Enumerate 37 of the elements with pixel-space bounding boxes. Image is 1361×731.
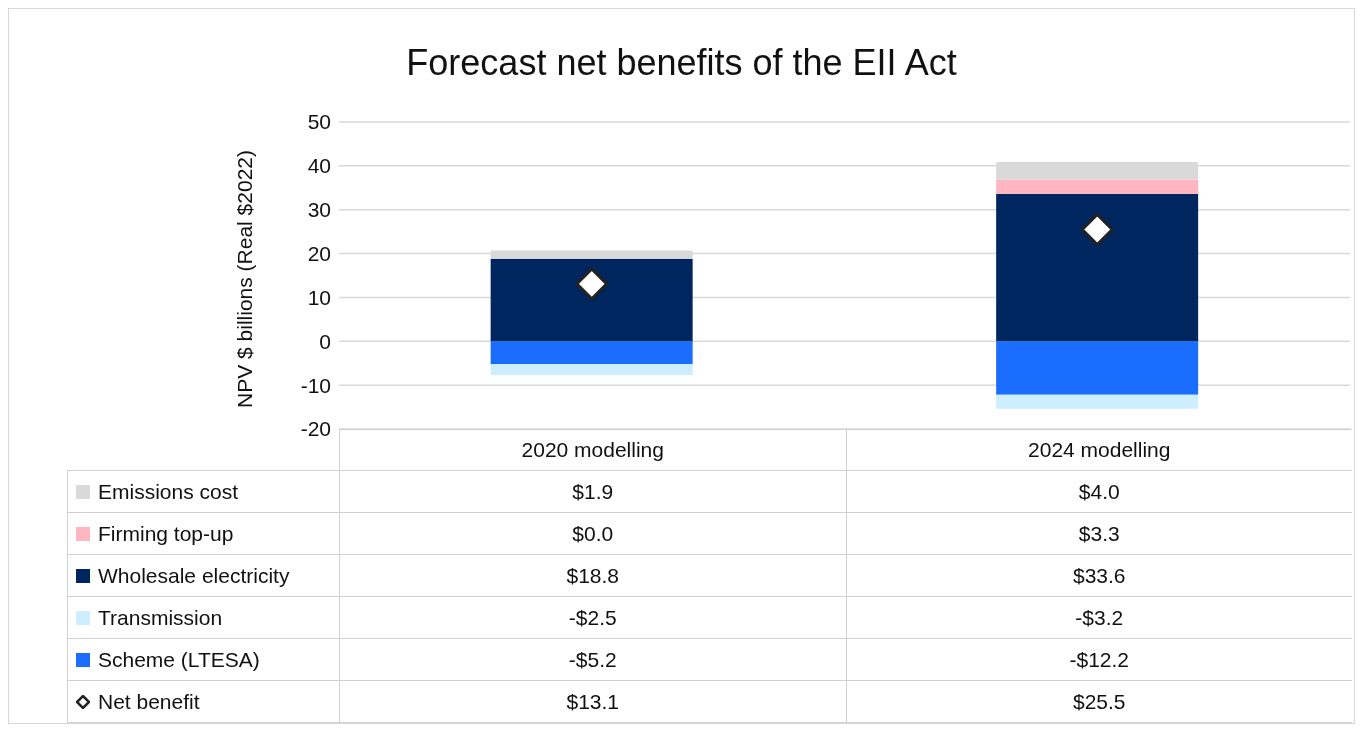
legend-label: Wholesale electricity (98, 563, 290, 588)
data-label: $0.0 (339, 513, 846, 555)
x-tick-label: 2024 modelling (845, 429, 1352, 471)
bar (490, 341, 693, 365)
y-tick-label: 10 (307, 285, 331, 309)
bar (996, 179, 1199, 194)
bar (490, 364, 693, 376)
y-tick-label: 50 (307, 110, 331, 134)
legend-label: Firming top-up (98, 521, 234, 546)
legend-label: Emissions cost (98, 479, 239, 504)
legend-label: Net benefit (98, 689, 200, 714)
legend-label: Scheme (LTESA) (98, 647, 260, 672)
y-tick-label: 40 (307, 154, 331, 178)
data-label: -$5.2 (339, 639, 846, 681)
x-tick-label: 2020 modelling (339, 429, 846, 471)
chart-title: Forecast net benefits of the EII Act (405, 42, 958, 84)
data-label: $13.1 (339, 681, 846, 723)
data-label: $18.8 (339, 555, 846, 597)
bar (996, 193, 1199, 342)
data-label: $25.5 (845, 681, 1352, 723)
bar (996, 394, 1199, 409)
data-label: -$3.2 (845, 597, 1352, 639)
y-tick-label: 20 (307, 242, 331, 266)
bar (996, 341, 1199, 395)
y-tick-label: 30 (307, 198, 331, 222)
legend-label: Transmission (98, 605, 223, 630)
data-label: $33.6 (845, 555, 1352, 597)
data-label: $1.9 (339, 471, 846, 513)
y-tick-label: -20 (300, 417, 331, 441)
y-tick-label: 0 (319, 329, 331, 353)
y-tick-label: -10 (300, 373, 331, 397)
bar (490, 258, 693, 342)
data-label: $3.3 (845, 513, 1352, 555)
data-label: -$2.5 (339, 597, 846, 639)
data-label: -$12.2 (845, 639, 1352, 681)
y-axis-title: NPV $ billions (Real $2022) (233, 150, 257, 408)
data-label: $4.0 (845, 471, 1352, 513)
